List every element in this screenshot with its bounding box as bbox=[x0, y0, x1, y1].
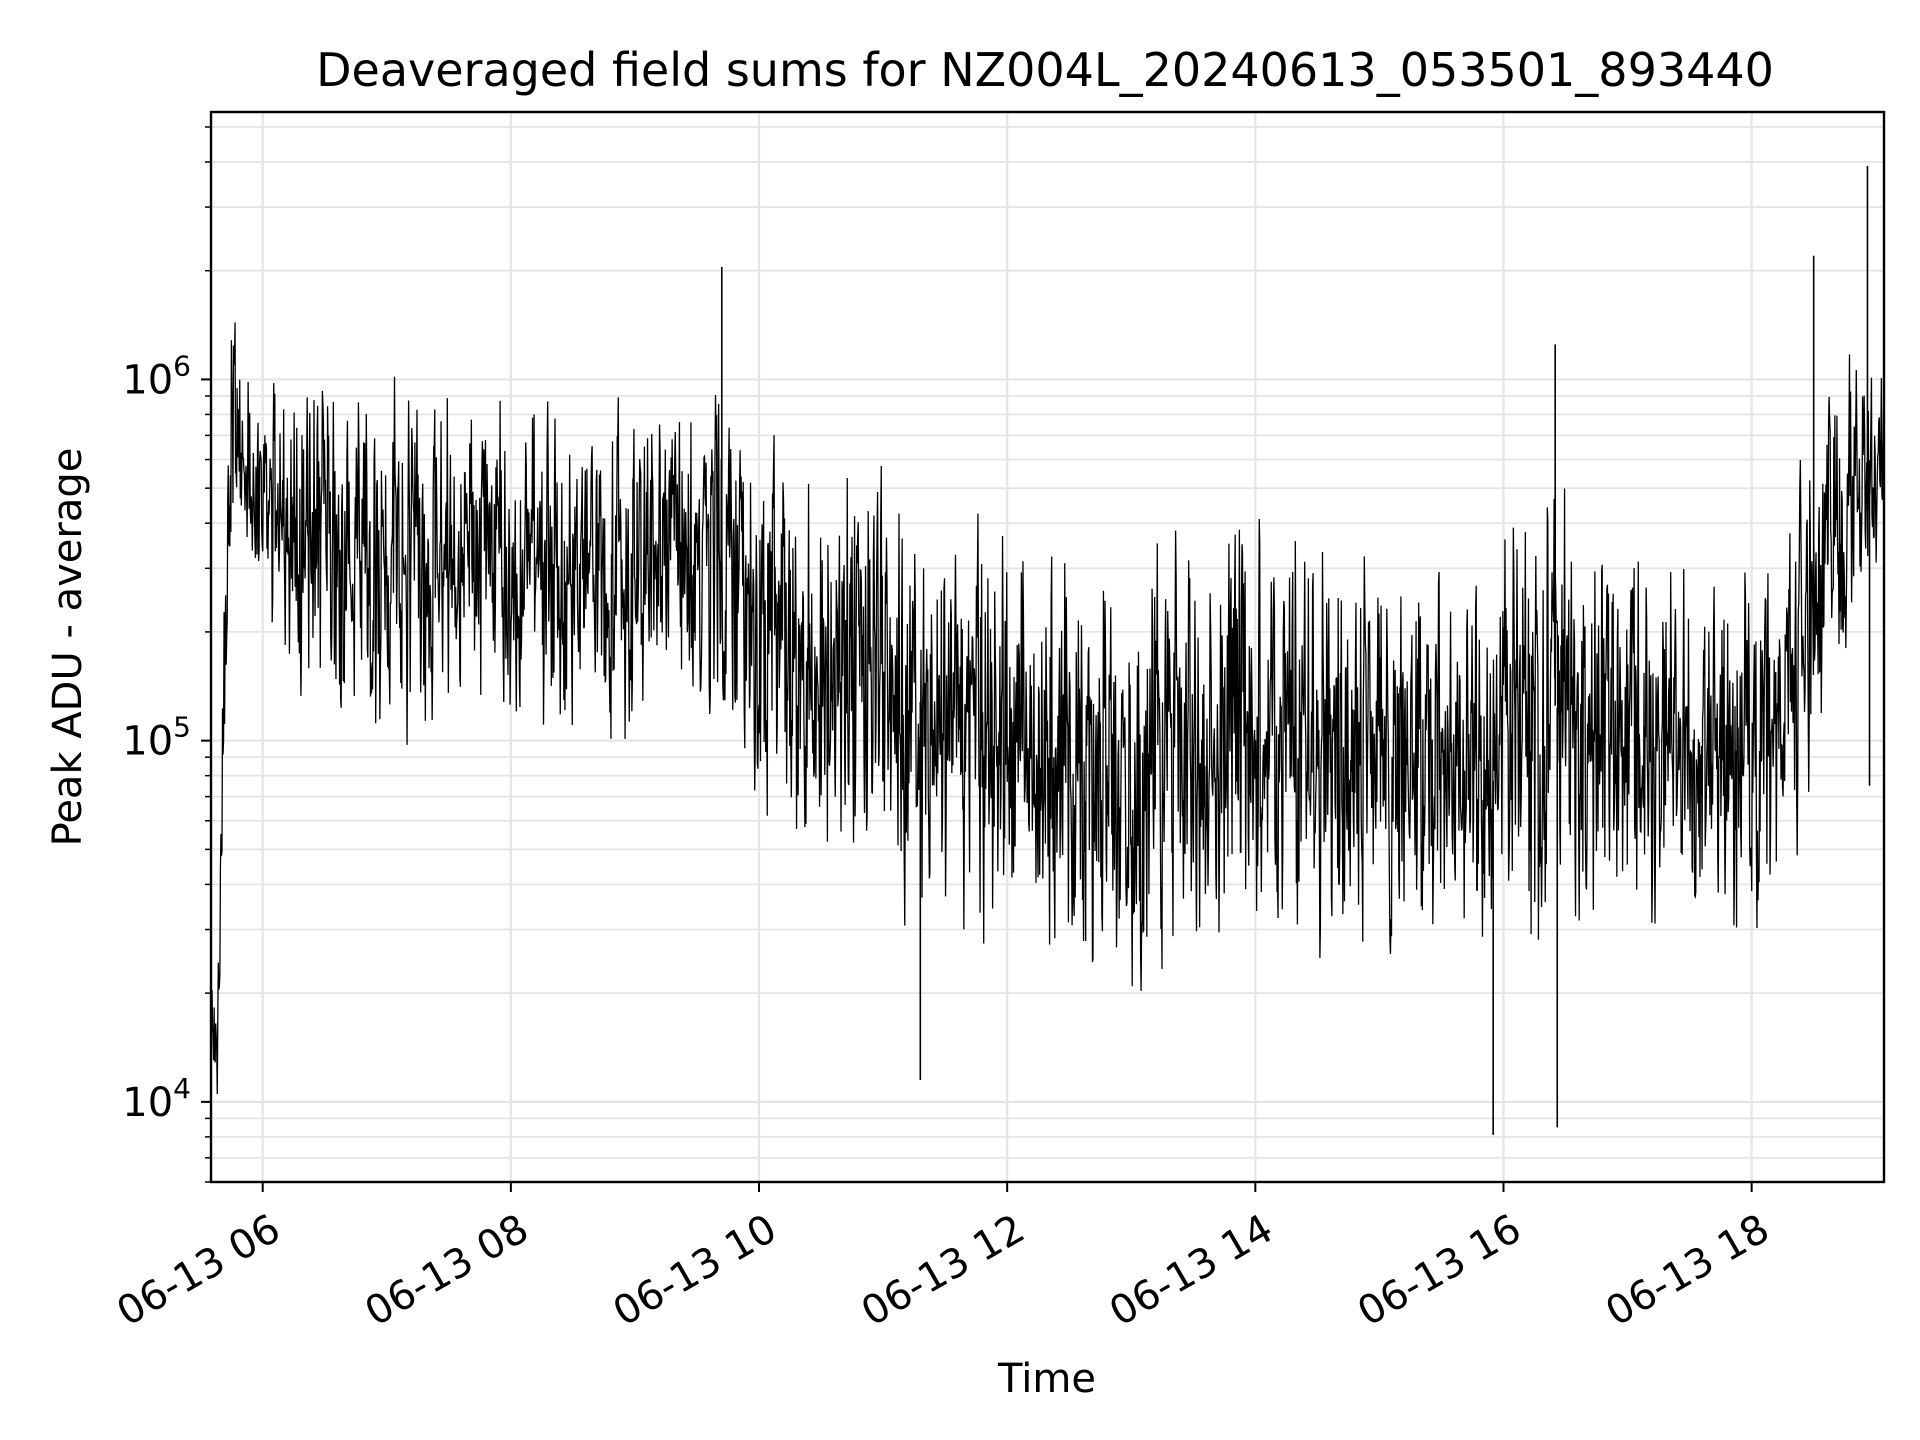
y-tick-label: 104 bbox=[122, 1072, 191, 1126]
y-tick-exponent: 5 bbox=[173, 711, 191, 744]
y-tick-exponent: 6 bbox=[173, 349, 191, 382]
y-tick-base: 10 bbox=[122, 357, 173, 403]
y-tick-base: 10 bbox=[122, 1080, 173, 1126]
y-axis-title: Peak ADU - average bbox=[45, 448, 91, 847]
plot-frame bbox=[209, 110, 1886, 1184]
data-series bbox=[210, 165, 1885, 1135]
y-tick-base: 10 bbox=[122, 719, 173, 765]
y-tick-label: 105 bbox=[122, 711, 191, 765]
chart-title: Deaveraged field sums for NZ004L_2024061… bbox=[316, 43, 1774, 97]
series-line bbox=[210, 322, 1885, 1095]
y-tick-exponent: 4 bbox=[173, 1072, 191, 1105]
y-tick-label: 106 bbox=[122, 349, 191, 403]
x-axis-title: Time bbox=[997, 1356, 1096, 1402]
